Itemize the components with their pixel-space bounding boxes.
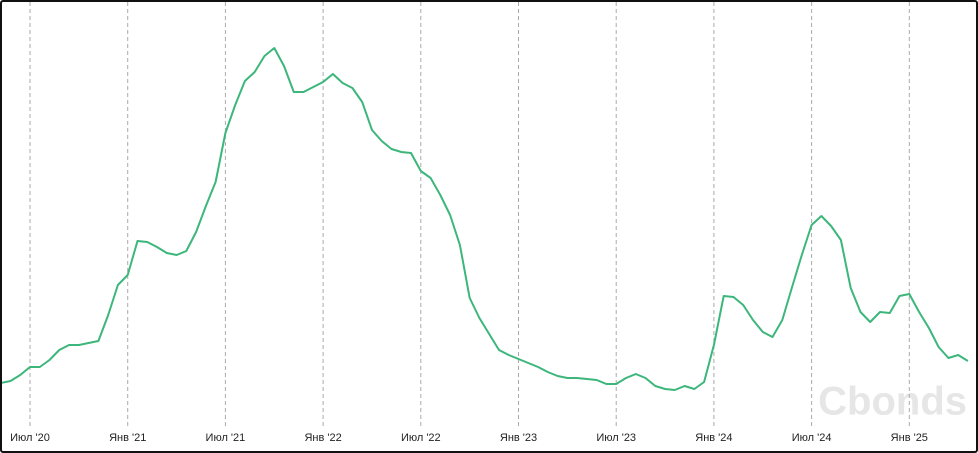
x-tick-label: Июл '21 [206,432,246,444]
line-series [2,47,969,391]
x-tick-label: Июл '20 [10,432,50,444]
watermark: Cbonds [818,380,967,424]
x-tick-label: Июл '24 [792,432,832,444]
x-tick-label: Июл '23 [596,432,636,444]
x-tick-label: Янв '25 [891,432,928,444]
x-tick-label: Янв '24 [695,432,732,444]
x-tick-label: Янв '23 [500,432,537,444]
x-tick-label: Июл '22 [401,432,441,444]
x-tick-label: Янв '22 [304,432,341,444]
x-tick-label: Янв '21 [109,432,146,444]
